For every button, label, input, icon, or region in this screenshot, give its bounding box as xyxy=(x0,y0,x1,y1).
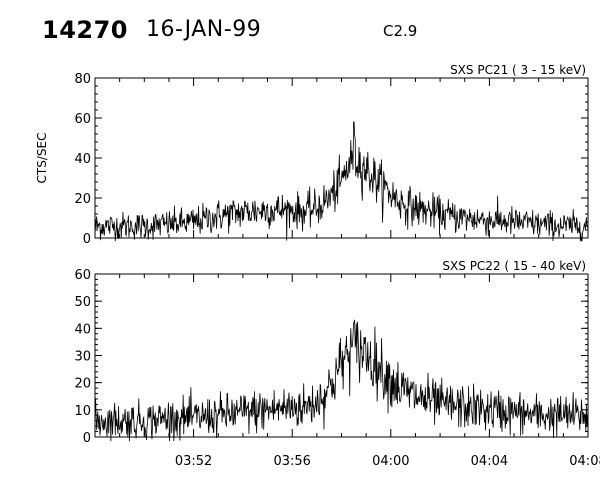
y-tick-label: 20 xyxy=(74,377,91,392)
y-tick-label: 0 xyxy=(83,232,91,247)
y-tick-label: 40 xyxy=(74,322,91,337)
y-tick-label: 20 xyxy=(74,192,91,207)
y-tick-label: 40 xyxy=(74,152,91,167)
event-date: 16-JAN-99 xyxy=(146,17,262,42)
series-line-1 xyxy=(94,121,589,242)
y-tick-label: 60 xyxy=(74,112,91,127)
x-tick-label: 03:56 xyxy=(273,454,310,469)
x-tick-label: 04:08 xyxy=(569,454,600,469)
x-tick-label: 03:52 xyxy=(175,454,212,469)
event-id: 14270 xyxy=(42,16,128,44)
panel-title-1: SXS PC21 ( 3 - 15 keV) xyxy=(450,63,586,77)
series-line-2 xyxy=(94,319,589,442)
y-tick-label: 10 xyxy=(74,404,91,419)
y-tick-label: 60 xyxy=(74,268,91,283)
x-tick-label: 04:00 xyxy=(372,454,409,469)
flare-class: C2.9 xyxy=(383,22,418,40)
y-tick-label: 30 xyxy=(74,350,91,365)
x-tick-label: 04:04 xyxy=(471,454,508,469)
y-tick-label: 80 xyxy=(74,72,91,87)
y-tick-label: 0 xyxy=(83,431,91,446)
y-axis-label: CTS/SEC xyxy=(35,133,49,184)
panel-title-2: SXS PC22 ( 15 - 40 keV) xyxy=(442,259,586,273)
y-tick-label: 50 xyxy=(74,295,91,310)
